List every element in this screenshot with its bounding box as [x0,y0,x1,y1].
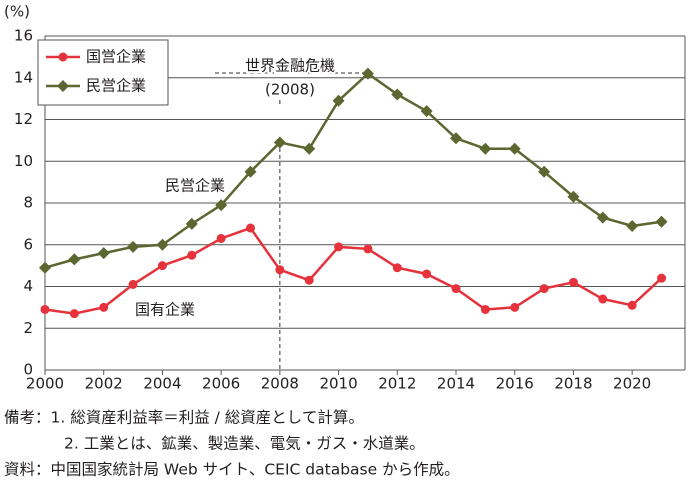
x-tick-label: 2018 [554,375,592,393]
marker [451,284,461,294]
marker [596,211,609,224]
legend-label: 国営企業 [86,48,146,66]
marker [303,142,316,155]
marker [420,105,433,118]
marker [480,304,490,314]
y-tick-label: 16 [14,27,33,45]
marker [275,265,285,275]
x-tick-label: 2016 [496,375,534,393]
marker [99,302,109,312]
marker [69,309,79,319]
marker [68,253,81,266]
annotation: 国有企業 [135,301,195,319]
y-tick-label: 8 [23,194,33,212]
marker [334,242,344,252]
marker [216,233,226,243]
x-tick-label: 2020 [613,375,651,393]
marker [97,247,110,260]
note: 資料：中国国家統計局 Web サイト、CEIC database から作成。 [4,461,460,479]
x-tick-label: 2008 [261,375,299,393]
marker [539,284,549,294]
marker [657,273,667,283]
y-tick-label: 4 [23,277,33,295]
marker [58,52,68,62]
note: 2. 工業とは、鉱業、製造業、電気・ガス・水道業。 [64,435,425,453]
marker [156,238,169,251]
unit-label: (%) [4,3,30,21]
marker [246,223,256,233]
x-tick-label: 2004 [143,375,181,393]
marker [598,294,608,304]
series-line [44,226,663,315]
marker [391,88,404,101]
marker [392,263,402,273]
marker [479,142,492,155]
marker [273,136,286,149]
annotation: 民営企業 [165,177,225,195]
marker [655,215,668,228]
annotation: 世界金融危機 [245,57,335,75]
marker [39,261,51,274]
marker [215,199,228,212]
marker [361,67,374,80]
x-tick-label: 2002 [85,375,123,393]
marker [508,142,521,155]
y-tick-label: 6 [23,235,33,253]
y-tick-label: 14 [14,68,33,86]
marker [244,165,257,178]
marker [40,304,50,314]
marker [567,190,580,203]
marker [157,261,167,271]
note: 備考：1. 総資産利益率＝利益 / 総資産として計算。 [4,408,364,427]
marker [304,275,314,285]
marker [450,132,463,145]
x-tick-label: 2010 [319,375,357,393]
x-tick-label: 2006 [202,375,240,393]
marker [568,277,578,287]
legend-label: 民営企業 [86,77,146,95]
marker [538,165,551,178]
x-tick-label: 2012 [378,375,416,393]
marker [127,240,140,253]
y-tick-label: 10 [14,152,33,170]
marker [626,219,639,232]
marker [128,279,138,289]
marker [627,300,637,310]
marker [57,80,69,92]
marker [185,217,198,230]
series-line [44,71,662,269]
y-tick-label: 0 [23,361,33,379]
marker [332,94,345,107]
annotation: (2008) [265,81,315,99]
y-tick-label: 2 [23,319,33,337]
x-tick-label: 2000 [26,375,64,393]
marker [187,250,197,260]
y-tick-label: 12 [14,110,33,128]
marker [363,244,373,254]
marker [422,269,432,279]
marker [510,302,520,312]
legend-box [37,39,169,106]
x-tick-label: 2014 [437,375,475,393]
